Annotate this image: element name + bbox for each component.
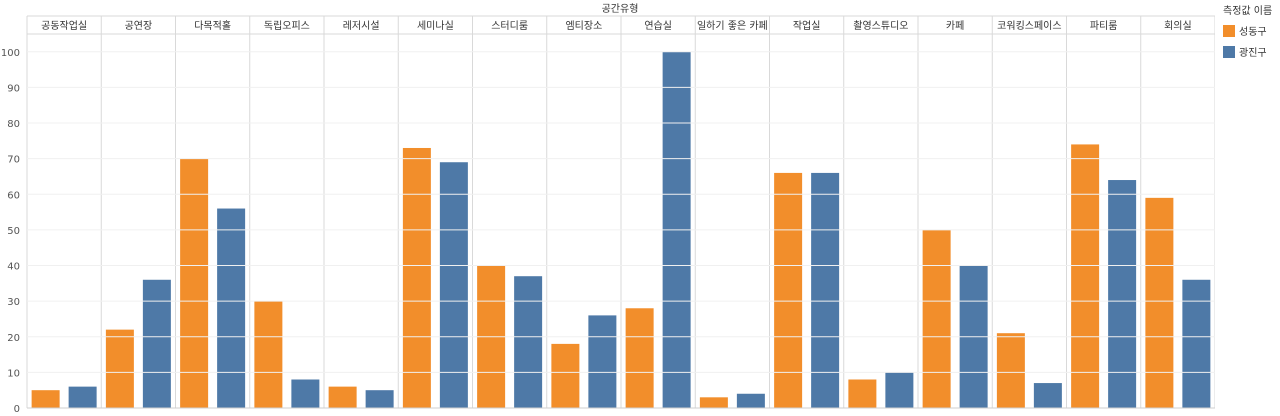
bar-seongdong[interactable] xyxy=(105,329,134,408)
legend-title: 측정값 이름 xyxy=(1223,6,1273,17)
category-header: 독립오피스 xyxy=(264,19,310,32)
bar-seongdong[interactable] xyxy=(551,343,580,408)
chart-title: 공간유형 xyxy=(602,3,639,15)
bar-seongdong[interactable] xyxy=(254,301,283,408)
y-tick-label: 60 xyxy=(7,190,20,201)
legend-label-seongdong: 성동구 xyxy=(1239,27,1267,38)
bar-gwangjin[interactable] xyxy=(811,172,840,408)
bar-gwangjin[interactable] xyxy=(291,379,320,408)
category-header: 스터디룸 xyxy=(491,20,528,32)
category-header: 카페 xyxy=(946,20,964,32)
category-header: 공연장 xyxy=(125,20,153,32)
bar-seongdong[interactable] xyxy=(180,158,209,408)
legend-item-seongdong[interactable]: 성동구 xyxy=(1223,23,1279,38)
category-header: 회의실 xyxy=(1164,20,1192,32)
bar-gwangjin[interactable] xyxy=(142,279,171,408)
bar-gwangjin[interactable] xyxy=(365,390,394,408)
bar-gwangjin[interactable] xyxy=(217,208,246,408)
legend-item-gwangjin[interactable]: 광진구 xyxy=(1223,44,1279,59)
bar-seongdong[interactable] xyxy=(996,333,1025,408)
bar-gwangjin[interactable] xyxy=(514,276,543,408)
category-header: 세미나실 xyxy=(417,20,454,32)
category-header: 엠티장소 xyxy=(565,20,602,32)
category-header: 공동작업실 xyxy=(41,19,87,32)
y-tick-label: 100 xyxy=(1,48,20,59)
category-header: 레저시설 xyxy=(343,20,380,32)
y-tick-label: 80 xyxy=(7,119,20,130)
y-tick-label: 90 xyxy=(7,83,20,94)
category-header: 일하기 좋은 카페 xyxy=(697,19,768,32)
y-tick-label: 30 xyxy=(7,297,20,308)
legend-label-gwangjin: 광진구 xyxy=(1239,48,1267,59)
bar-seongdong[interactable] xyxy=(848,379,877,408)
y-tick-label: 20 xyxy=(7,333,20,344)
bar-seongdong[interactable] xyxy=(1145,197,1174,408)
y-tick-label: 10 xyxy=(7,368,20,379)
bar-seongdong[interactable] xyxy=(31,390,60,408)
legend-swatch-gwangjin xyxy=(1223,45,1235,58)
bar-seongdong[interactable] xyxy=(1071,144,1100,408)
category-header: 연습실 xyxy=(644,20,672,32)
category-header: 촬영스튜디오 xyxy=(853,20,908,32)
legend: 측정값 이름 성동구 광진구 xyxy=(1223,2,1279,59)
y-tick-label: 70 xyxy=(7,155,20,166)
category-header: 작업실 xyxy=(793,19,821,32)
bar-gwangjin[interactable] xyxy=(1182,279,1211,408)
bar-gwangjin[interactable] xyxy=(588,315,617,408)
bar-gwangjin[interactable] xyxy=(1108,180,1137,408)
bar-seongdong[interactable] xyxy=(402,147,431,408)
bar-seongdong[interactable] xyxy=(699,397,728,408)
bar-seongdong[interactable] xyxy=(922,229,951,408)
category-header: 코워킹스페이스 xyxy=(997,19,1061,32)
y-tick-label: 50 xyxy=(7,226,20,237)
bar-gwangjin[interactable] xyxy=(736,393,765,408)
bar-gwangjin[interactable] xyxy=(439,162,468,408)
bar-gwangjin[interactable] xyxy=(1033,383,1062,408)
bar-seongdong[interactable] xyxy=(774,172,803,408)
bar-gwangjin[interactable] xyxy=(885,372,914,408)
y-tick-label: 0 xyxy=(14,404,20,415)
bar-seongdong[interactable] xyxy=(328,386,357,408)
bar-seongdong[interactable] xyxy=(625,308,654,408)
bar-chart: 공간유형 공동작업실 공연장 다목적홀 독립오피스 레저시설 세미나실 스터디룸 엠티장소 연습… xyxy=(1,3,1215,415)
category-header: 파티룸 xyxy=(1090,20,1118,32)
category-header: 다목적홀 xyxy=(194,19,231,32)
y-tick-label: 40 xyxy=(7,262,20,273)
legend-swatch-seongdong xyxy=(1223,24,1235,37)
bar-gwangjin[interactable] xyxy=(68,386,97,408)
